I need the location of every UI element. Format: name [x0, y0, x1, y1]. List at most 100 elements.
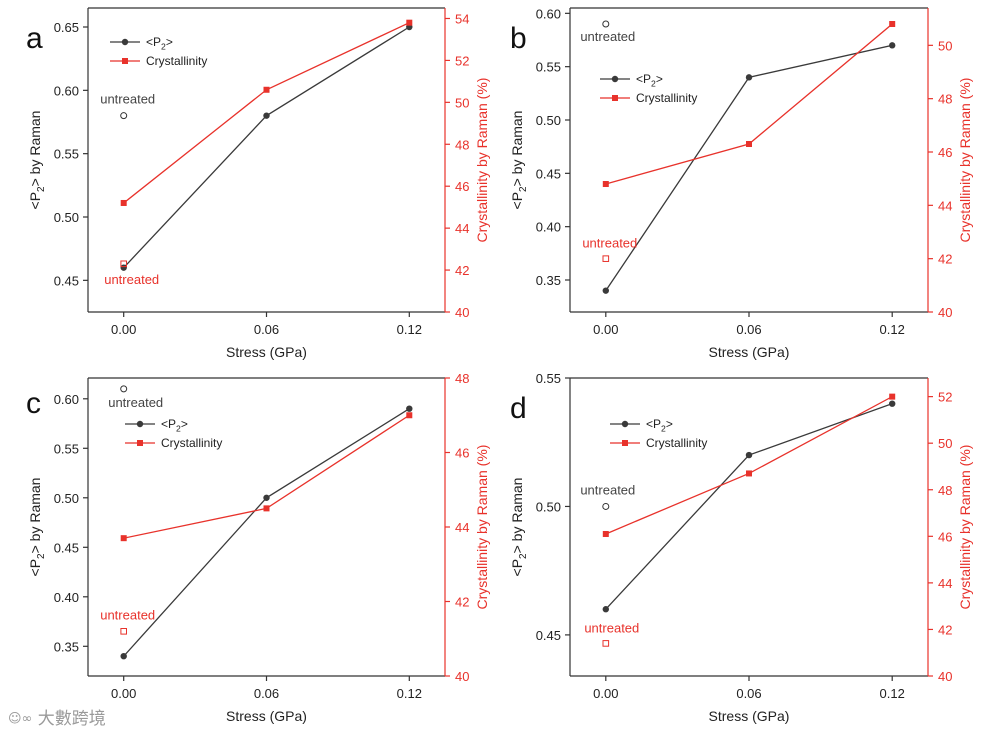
legend-p2-label-sub: 2 [161, 42, 166, 52]
y-right-axis-title: Crystallinity by Raman (%) [474, 445, 490, 610]
untreated-p2-label: untreated [580, 482, 635, 497]
y-left-tick-label: 0.35 [536, 273, 561, 288]
y-right-tick-label: 54 [455, 11, 469, 26]
legend-p2-label-sub: 2 [661, 424, 666, 434]
y-left-tick-label: 0.60 [54, 83, 79, 98]
y-left-title-sub: 2 [36, 553, 47, 559]
y-right-tick-label: 44 [938, 198, 952, 213]
y-left-tick-label: 0.60 [536, 6, 561, 21]
panel-label-b: b [510, 22, 527, 55]
panel-d: d 0.00 0.06 0.12 Stress (GPa) 0.45 0.50 0.55 40 4… [509, 371, 973, 724]
p2-point [745, 74, 753, 81]
untreated-crystallinity-marker [120, 260, 128, 268]
legend-crystallinity-marker [137, 440, 143, 446]
y-left-tick-label: 0.50 [54, 491, 79, 506]
y-right-tick-label: 44 [455, 221, 469, 236]
y-left-tick-label: 0.45 [536, 628, 561, 643]
untreated-crystallinity-label: untreated [584, 620, 639, 635]
y-right-tick-label: 46 [455, 179, 469, 194]
y-left-title-prefix: <P [27, 559, 43, 577]
y-right-tick-label: 42 [938, 622, 952, 637]
x-tick-label: 0.06 [254, 322, 279, 337]
y-left-title-sub: 2 [518, 186, 529, 192]
y-right-tick-label: 42 [938, 252, 952, 267]
crystallinity-point [602, 181, 609, 187]
legend-p2-label-suffix: > [166, 35, 173, 49]
p2-point [889, 400, 896, 407]
legend-crystallinity-label: Crystallinity [636, 91, 697, 105]
x-axis-title: Stress (GPa) [709, 708, 790, 724]
x-tick-label: 0.12 [397, 686, 422, 701]
y-left-title-sub: 2 [518, 553, 529, 559]
untreated-p2-label: untreated [580, 29, 635, 44]
watermark-logo-icon: ☺∞ [8, 711, 33, 727]
untreated-crystallinity-label: untreated [104, 272, 159, 287]
y-left-tick-label: 0.35 [54, 639, 79, 654]
crystallinity-point [263, 86, 270, 93]
y-right-tick-label: 48 [938, 483, 952, 498]
legend-p2-label-sub: 2 [651, 79, 656, 89]
y-left-axis-title: <P2> by Raman [509, 111, 529, 210]
crystallinity-point [263, 505, 270, 512]
untreated-p2-marker [602, 502, 610, 510]
crystallinity-point [602, 530, 609, 537]
crystallinity-point [889, 21, 896, 27]
watermark-text: 大數跨境 [37, 709, 106, 729]
y-right-axis-title: Crystallinity by Raman (%) [957, 78, 973, 243]
x-tick-label: 0.12 [880, 322, 905, 337]
legend-crystallinity-label: Crystallinity [161, 436, 222, 450]
x-tick-label: 0.00 [111, 322, 136, 337]
y-left-title-suffix: > by Raman [27, 478, 43, 554]
x-axis-title: Stress (GPa) [226, 708, 307, 724]
y-right-tick-label: 48 [455, 137, 469, 152]
x-axis-title: Stress (GPa) [709, 344, 790, 360]
untreated-p2-marker [602, 20, 610, 28]
panel-label-d: d [510, 392, 527, 425]
crystallinity-point [120, 199, 127, 206]
panel-label-c: c [26, 387, 41, 420]
legend-p2-label: <P2> [161, 417, 188, 434]
y-right-tick-label: 50 [938, 436, 952, 451]
crystallinity-point [746, 470, 752, 477]
y-right-tick-label: 48 [938, 92, 952, 107]
untreated-p2-label: untreated [108, 395, 163, 410]
crystallinity-point [120, 535, 127, 542]
legend-p2-label-suffix: > [656, 72, 663, 86]
panel-a: a 0.00 0.06 0.12 Stress (GPa) 0.45 0.50 0.55 0.6… [26, 7, 490, 360]
legend-p2-label-suffix: > [181, 417, 188, 431]
y-left-tick-label: 0.45 [54, 273, 79, 288]
crystallinity-series-line [123, 414, 410, 539]
y-right-tick-label: 46 [455, 446, 469, 461]
y-left-title-suffix: > by Raman [509, 111, 525, 187]
y-right-tick-label: 46 [938, 529, 952, 544]
crystallinity-point [746, 141, 752, 147]
x-tick-label: 0.06 [736, 686, 761, 701]
p2-point [602, 287, 609, 294]
y-left-tick-label: 0.50 [536, 499, 561, 514]
legend-p2-label-prefix: <P [161, 417, 176, 431]
y-right-tick-label: 40 [455, 305, 469, 320]
legend-p2-label: <P2> [146, 35, 173, 52]
untreated-crystallinity-label: untreated [100, 607, 155, 622]
x-tick-label: 0.00 [111, 686, 136, 701]
y-left-title-suffix: > by Raman [27, 111, 43, 187]
x-tick-label: 0.06 [736, 322, 761, 337]
y-left-title-prefix: <P [509, 559, 525, 577]
legend-crystallinity-marker [622, 440, 628, 446]
y-right-tick-label: 44 [938, 576, 952, 591]
y-right-tick-label: 46 [938, 145, 952, 160]
y-right-tick-label: 42 [455, 263, 469, 278]
y-right-tick-label: 52 [938, 390, 952, 405]
untreated-p2-label: untreated [100, 92, 155, 107]
legend-crystallinity-marker [612, 95, 618, 101]
untreated-crystallinity-marker [120, 628, 128, 635]
p2-point [263, 112, 270, 119]
y-left-tick-label: 0.40 [54, 590, 79, 605]
panel-b: b 0.00 0.06 0.12 Stress (GPa) 0.35 0.40 0.45 0.5… [509, 6, 973, 360]
crystallinity-point [406, 19, 413, 26]
y-right-tick-label: 44 [455, 520, 469, 535]
y-left-tick-label: 0.45 [54, 540, 79, 555]
legend-p2-marker [621, 420, 629, 428]
legend-p2-marker [121, 38, 129, 46]
legend-crystallinity-label: Crystallinity [646, 436, 707, 450]
